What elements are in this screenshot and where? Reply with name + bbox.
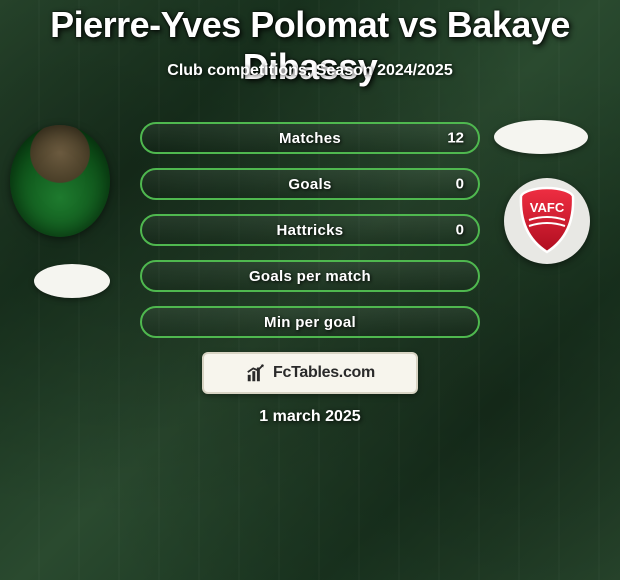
chart-icon [245, 362, 267, 384]
svg-text:VAFC: VAFC [530, 200, 565, 215]
stat-value: 0 [456, 176, 464, 193]
stat-label: Min per goal [264, 314, 356, 331]
stat-label: Goals per match [249, 268, 371, 285]
snapshot-date: 1 march 2025 [0, 408, 620, 426]
vafc-shield-icon: VAFC [515, 186, 579, 256]
branding-badge: FcTables.com [202, 352, 418, 394]
player-right-club-badge [494, 120, 588, 154]
stat-bar: Hattricks 0 [140, 214, 480, 246]
player-left-avatar [10, 125, 110, 237]
stat-bar: Goals 0 [140, 168, 480, 200]
stat-label: Goals [288, 176, 331, 193]
stat-bar: Matches 12 [140, 122, 480, 154]
stat-label: Hattricks [277, 222, 344, 239]
player-right-club-logo: VAFC [504, 178, 590, 264]
stat-bar: Goals per match [140, 260, 480, 292]
stat-value: 0 [456, 222, 464, 239]
stat-value: 12 [447, 130, 464, 147]
stat-label: Matches [279, 130, 341, 147]
subtitle: Club competitions, Season 2024/2025 [0, 62, 620, 80]
player-left-club-badge [34, 264, 110, 298]
branding-text: FcTables.com [273, 364, 375, 382]
stats-bar-list: Matches 12 Goals 0 Hattricks 0 Goals per… [140, 122, 480, 338]
stat-bar: Min per goal [140, 306, 480, 338]
